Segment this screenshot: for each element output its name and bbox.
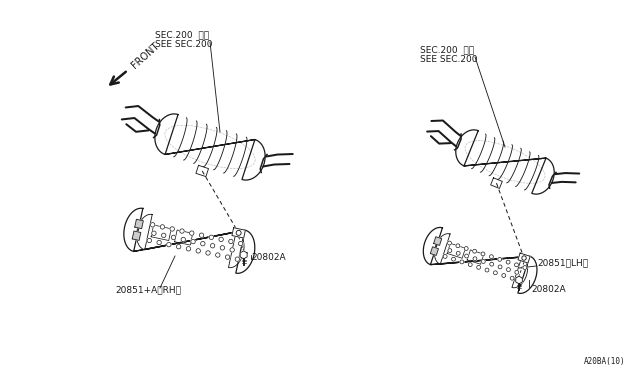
Circle shape: [515, 270, 519, 274]
Circle shape: [147, 238, 152, 243]
Polygon shape: [124, 208, 255, 273]
Circle shape: [160, 225, 164, 229]
Circle shape: [506, 260, 510, 264]
Text: A20BA(10): A20BA(10): [584, 357, 625, 366]
Text: SEE SEC.200: SEE SEC.200: [155, 40, 212, 49]
Circle shape: [196, 248, 200, 253]
Circle shape: [191, 240, 195, 244]
Polygon shape: [240, 251, 247, 259]
Circle shape: [515, 263, 518, 267]
Text: 20802A: 20802A: [531, 285, 566, 294]
Circle shape: [199, 233, 204, 237]
Circle shape: [506, 268, 510, 272]
Circle shape: [481, 260, 485, 263]
Polygon shape: [155, 114, 265, 180]
Circle shape: [465, 254, 468, 258]
Circle shape: [448, 248, 452, 253]
Circle shape: [161, 233, 166, 238]
Circle shape: [444, 254, 447, 259]
Circle shape: [225, 255, 230, 259]
Circle shape: [485, 268, 489, 272]
Circle shape: [477, 265, 481, 269]
Circle shape: [493, 271, 497, 275]
Circle shape: [166, 243, 171, 247]
Circle shape: [502, 273, 506, 278]
Circle shape: [209, 235, 214, 240]
Circle shape: [498, 257, 502, 261]
Circle shape: [186, 247, 191, 251]
Text: SEE SEC.200: SEE SEC.200: [420, 55, 477, 64]
Circle shape: [189, 231, 194, 235]
Circle shape: [481, 252, 485, 256]
Polygon shape: [434, 237, 442, 246]
Circle shape: [180, 229, 184, 233]
Circle shape: [211, 244, 215, 248]
Text: SEC.200  参照: SEC.200 参照: [155, 30, 209, 39]
Circle shape: [220, 246, 225, 250]
Circle shape: [152, 231, 156, 235]
Circle shape: [447, 241, 451, 245]
Circle shape: [456, 251, 460, 255]
Text: SEC.200  参照: SEC.200 参照: [420, 45, 474, 54]
Circle shape: [172, 235, 176, 240]
Circle shape: [170, 227, 175, 231]
Text: FRONT: FRONT: [130, 40, 161, 70]
Circle shape: [468, 263, 472, 267]
Circle shape: [157, 240, 161, 245]
Circle shape: [219, 237, 223, 241]
Circle shape: [230, 248, 234, 252]
Circle shape: [456, 244, 460, 248]
Text: 20802A: 20802A: [252, 253, 286, 262]
Polygon shape: [430, 247, 438, 256]
Polygon shape: [456, 130, 554, 194]
Polygon shape: [132, 231, 141, 240]
Circle shape: [239, 241, 243, 246]
Polygon shape: [232, 228, 245, 238]
Circle shape: [523, 266, 527, 269]
Circle shape: [490, 255, 493, 259]
Polygon shape: [135, 219, 143, 229]
Polygon shape: [423, 227, 537, 294]
Polygon shape: [516, 276, 522, 284]
Circle shape: [473, 257, 477, 261]
Text: 20851+A（RH）: 20851+A（RH）: [115, 285, 181, 294]
Circle shape: [510, 276, 514, 280]
Circle shape: [216, 253, 220, 257]
Circle shape: [177, 244, 181, 249]
Circle shape: [464, 247, 468, 250]
Polygon shape: [518, 253, 530, 263]
Circle shape: [228, 239, 233, 244]
Circle shape: [235, 257, 239, 262]
Circle shape: [200, 241, 205, 246]
Circle shape: [518, 279, 522, 283]
Circle shape: [452, 257, 456, 261]
Circle shape: [498, 265, 502, 269]
Circle shape: [206, 251, 210, 255]
Circle shape: [473, 249, 477, 253]
Circle shape: [460, 260, 464, 264]
Text: 20851（LH）: 20851（LH）: [537, 258, 588, 267]
Circle shape: [490, 262, 493, 266]
Circle shape: [181, 237, 186, 242]
Circle shape: [150, 222, 155, 227]
